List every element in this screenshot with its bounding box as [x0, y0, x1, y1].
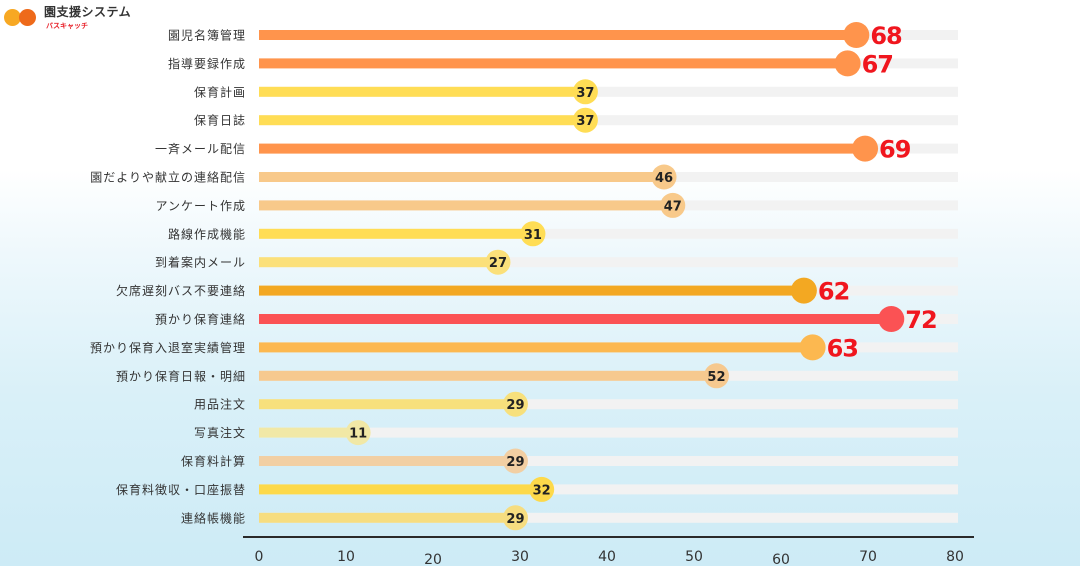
value-label: 27 — [489, 256, 507, 271]
bar — [259, 427, 359, 438]
category-label: 保育日誌 — [194, 113, 246, 128]
bar-end-marker — [843, 22, 870, 48]
bar-track — [259, 257, 958, 268]
value-label: 37 — [576, 86, 594, 101]
value-label: 72 — [905, 306, 936, 334]
bar-end-marker — [345, 420, 371, 446]
x-tick-label: 0 — [255, 549, 264, 565]
bar — [259, 484, 542, 495]
value-label: 31 — [524, 228, 542, 243]
bar — [259, 228, 533, 239]
x-tick-label: 20 — [424, 552, 442, 566]
category-label: 預かり保育入退室実績管理 — [90, 340, 246, 355]
bar — [259, 285, 804, 296]
bar-end-marker — [834, 50, 861, 77]
bar-end-marker — [529, 476, 555, 502]
category-label: 一斉メール配信 — [155, 141, 246, 156]
bar-end-marker — [502, 448, 528, 474]
bar — [259, 58, 848, 69]
category-label: 用品注文 — [194, 397, 246, 412]
value-label: 29 — [506, 398, 524, 413]
bar-track — [259, 399, 958, 410]
x-tick-label: 50 — [685, 549, 703, 565]
logo-dot-icon — [19, 9, 36, 26]
value-label: 29 — [506, 512, 524, 527]
bar-end-marker — [502, 391, 528, 417]
category-label: 園だよりや献立の連絡配信 — [90, 170, 246, 185]
bar-track — [259, 484, 958, 495]
bar — [259, 257, 498, 268]
value-label: 29 — [506, 455, 524, 470]
logo-title: 園支援システム — [44, 5, 132, 19]
bar-track — [259, 512, 958, 523]
logo-dot-icon — [4, 9, 21, 26]
bar-end-marker — [799, 334, 826, 361]
bar — [259, 172, 665, 182]
bar-track — [259, 427, 958, 438]
bar — [259, 314, 892, 324]
value-label: 37 — [576, 114, 594, 129]
value-label: 46 — [655, 171, 673, 186]
bar-end-marker — [703, 363, 729, 389]
category-label: 園児名簿管理 — [168, 28, 246, 43]
value-label: 32 — [533, 483, 551, 498]
bar-end-marker — [660, 192, 686, 218]
bar — [259, 30, 857, 40]
bar-track — [259, 228, 958, 239]
value-label: 63 — [827, 334, 858, 362]
bar-end-marker — [572, 79, 598, 105]
bar-end-marker — [502, 505, 528, 531]
value-label: 68 — [870, 22, 902, 50]
category-label: 到着案内メール — [155, 255, 246, 270]
bar-end-marker — [485, 249, 511, 275]
bar — [259, 456, 516, 466]
bar — [259, 399, 516, 410]
logo-subtitle: バスキャッチ — [46, 22, 88, 30]
bar-end-marker — [651, 164, 677, 190]
bar-track — [259, 456, 958, 466]
bar — [259, 115, 586, 126]
bar — [259, 86, 586, 97]
category-label: 保育料徴収・口座振替 — [116, 482, 246, 497]
category-label: 預かり保育連絡 — [155, 312, 246, 327]
value-label: 52 — [707, 370, 725, 385]
bar-end-marker — [852, 135, 879, 162]
category-label: 指導要録作成 — [168, 56, 246, 71]
bar-end-marker — [520, 221, 546, 247]
x-tick-label: 80 — [946, 549, 964, 565]
category-label: 保育料計算 — [181, 454, 246, 469]
value-label: 69 — [879, 136, 911, 164]
category-label: 欠席遅刻バス不要連絡 — [116, 283, 246, 298]
category-label: 写真注文 — [194, 425, 246, 440]
value-label: 11 — [349, 427, 367, 442]
bar-end-marker — [572, 107, 598, 133]
x-tick-label: 70 — [859, 549, 877, 565]
x-tick-label: 10 — [337, 549, 355, 565]
value-label: 62 — [818, 278, 849, 306]
x-tick-label: 60 — [772, 552, 790, 566]
bar — [259, 512, 516, 523]
logo: 園支援システム バスキャッチ — [4, 3, 131, 31]
x-tick-label: 40 — [598, 549, 616, 565]
x-tick-label: 30 — [511, 549, 529, 565]
category-label: アンケート作成 — [155, 199, 246, 213]
bar — [259, 143, 866, 154]
category-label: 路線作成機能 — [168, 226, 246, 241]
bar-end-marker — [790, 277, 817, 304]
bar-track — [259, 86, 958, 97]
bar-end-marker — [878, 306, 905, 332]
bar — [259, 370, 717, 381]
value-label: 47 — [664, 199, 682, 214]
category-label: 預かり保育日報・明細 — [116, 368, 246, 383]
bar — [259, 342, 813, 353]
value-label: 67 — [862, 50, 893, 78]
category-label: 連絡帳機能 — [181, 510, 246, 525]
category-label: 保育計画 — [194, 84, 246, 99]
bar-track — [259, 115, 958, 126]
bar — [259, 200, 673, 211]
